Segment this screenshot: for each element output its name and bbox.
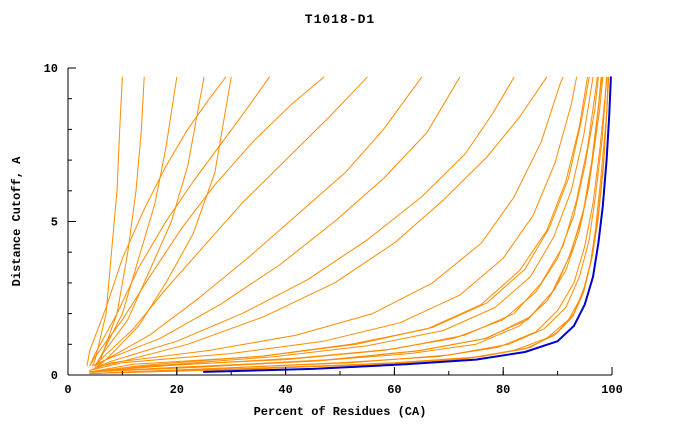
series-model-24 — [92, 76, 123, 367]
series-model-18 — [94, 76, 515, 368]
x-axis-label: Percent of Residues (CA) — [254, 405, 427, 419]
series-model-19 — [89, 76, 325, 367]
series-model-11 — [89, 76, 609, 374]
chart-title: T1018-D1 — [304, 12, 376, 27]
series-model-21 — [86, 76, 227, 367]
series-model-26 — [94, 76, 178, 367]
series-best-model — [203, 76, 612, 373]
series-model-05 — [89, 76, 599, 373]
y-tick-label: 0 — [51, 369, 58, 383]
y-tick-label: 10 — [44, 62, 58, 76]
series-model-10 — [89, 76, 564, 371]
x-tick-label: 20 — [170, 383, 184, 397]
series-model-09 — [89, 76, 578, 371]
x-tick-label: 100 — [601, 383, 623, 397]
series-model-02 — [89, 76, 608, 374]
y-axis-label: Distance Cutoff, A — [10, 156, 24, 286]
series-model-23 — [92, 76, 461, 367]
series-model-13 — [89, 76, 594, 373]
series-model-04 — [89, 76, 610, 374]
y-tick-label: 5 — [51, 216, 58, 230]
series-model-17 — [94, 76, 423, 367]
series-model-01 — [89, 76, 609, 374]
series-model-12 — [89, 76, 608, 374]
series-model-03 — [89, 76, 603, 373]
x-tick-label: 60 — [387, 383, 401, 397]
x-tick-label: 80 — [496, 383, 510, 397]
series-model-14 — [89, 76, 604, 373]
series-model-16 — [94, 76, 368, 367]
x-tick-label: 0 — [64, 383, 71, 397]
series-model-22 — [94, 76, 548, 368]
series-model-15 — [89, 76, 590, 373]
series-model-06 — [89, 76, 598, 373]
series-model-20 — [89, 76, 270, 367]
series-model-28 — [97, 76, 232, 367]
series-model-07 — [89, 76, 602, 373]
x-tick-label: 40 — [278, 383, 292, 397]
series-model-25 — [94, 76, 145, 367]
series-model-27 — [94, 76, 205, 367]
